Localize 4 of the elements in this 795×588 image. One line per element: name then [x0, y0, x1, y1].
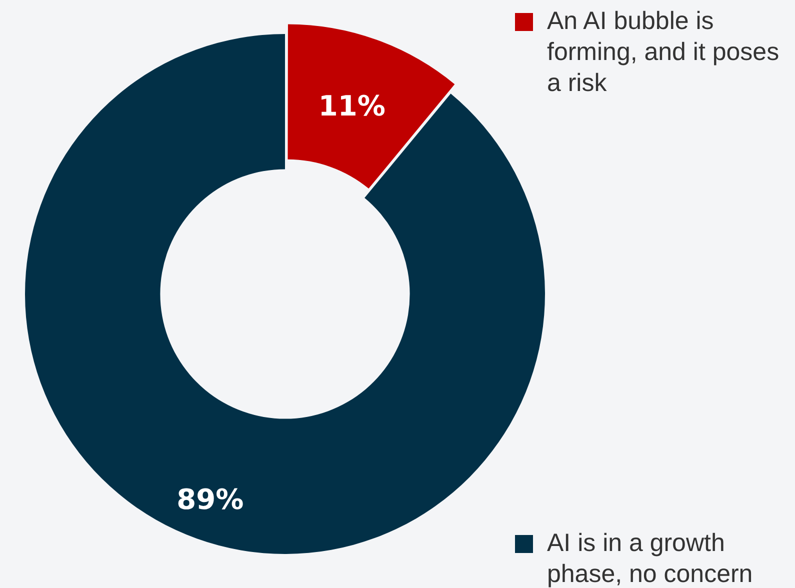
- data-label: 11%: [318, 90, 386, 123]
- legend-label: An AI bubble is forming, and it poses a risk: [547, 6, 780, 99]
- legend-label: AI is in a growth phase, no concern: [547, 528, 754, 588]
- data-label: 89%: [176, 483, 244, 516]
